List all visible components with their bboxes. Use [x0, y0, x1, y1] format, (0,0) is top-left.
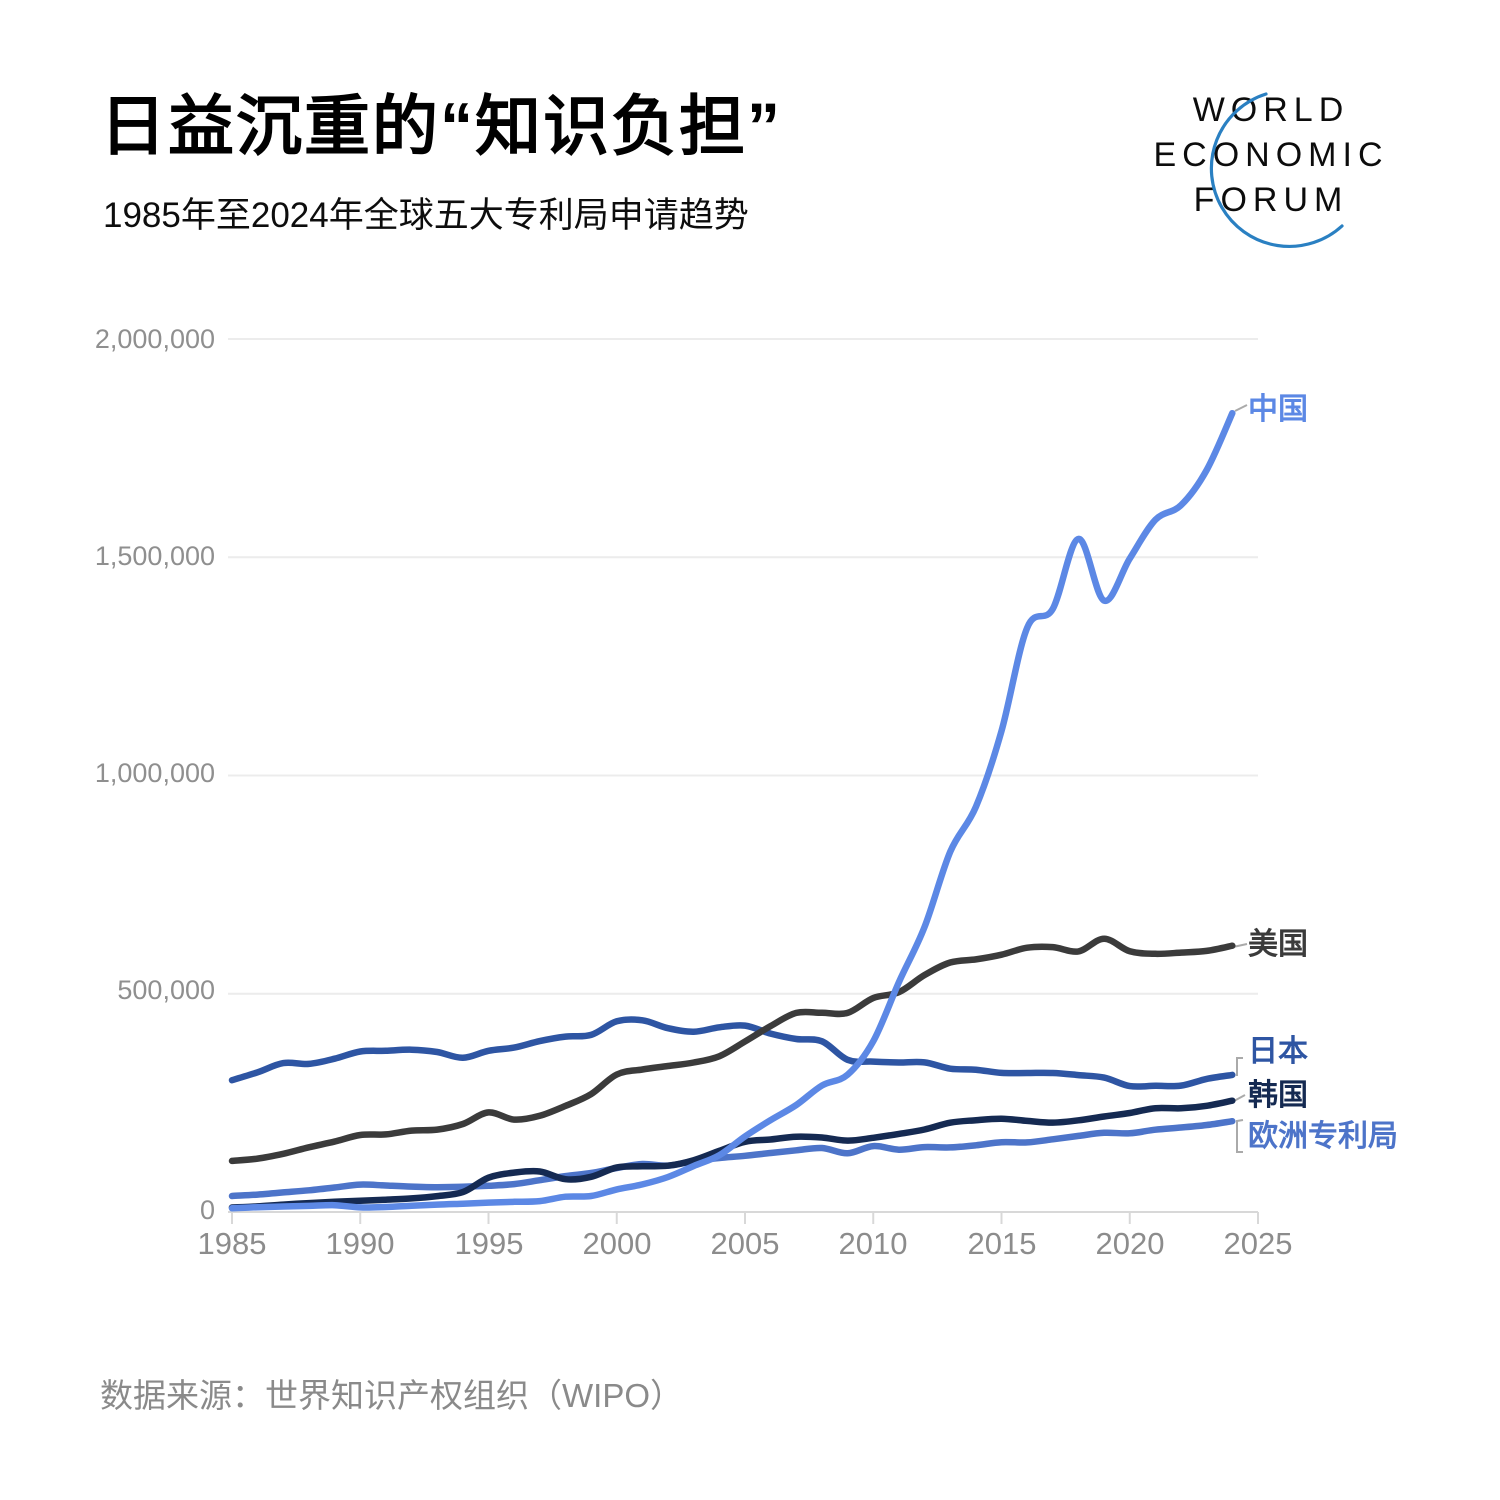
y-axis-label-0: 0 [199, 1195, 215, 1225]
series-line-中国 [228, 409, 1236, 1212]
y-axis-label-1500000: 1,500,000 [94, 541, 215, 571]
series-label-korea: 韩国 [1248, 1079, 1308, 1112]
series-line-欧洲专利局 [228, 1117, 1236, 1200]
leader-japan [1236, 1057, 1243, 1076]
series-line-日本 [228, 1016, 1236, 1090]
leader-korea [1233, 1094, 1246, 1102]
leader-epo [1236, 1119, 1244, 1153]
x-axis-label-2015: 2015 [967, 1226, 1037, 1261]
x-axis-label-2025: 2025 [1223, 1226, 1293, 1261]
leader-china [1234, 404, 1248, 412]
x-axis-label-1990: 1990 [325, 1226, 395, 1261]
y-axis-label-2000000: 2,000,000 [94, 324, 215, 354]
series-line-美国 [228, 935, 1236, 1165]
series-label-usa: 美国 [1248, 928, 1308, 961]
x-axis-label-2010: 2010 [838, 1226, 908, 1261]
series-label-epo: 欧洲专利局 [1248, 1120, 1398, 1153]
y-axis-label-1000000: 1,000,000 [94, 758, 215, 788]
series-label-china: 中国 [1248, 393, 1308, 426]
data-source-note: 数据来源：世界知识产权组织（WIPO） [100, 1377, 683, 1414]
x-axis-label-2005: 2005 [710, 1226, 780, 1261]
series-label-japan: 日本 [1248, 1035, 1308, 1068]
page-title: 日益沉重的“知识负担” [100, 89, 782, 163]
x-axis-label-2000: 2000 [582, 1226, 652, 1261]
page-subtitle: 1985年至2024年全球五大专利局申请趋势 [103, 196, 749, 235]
y-axis-label-500000: 500,000 [117, 975, 215, 1005]
x-axis-label-1995: 1995 [454, 1226, 524, 1261]
x-axis-label-2020: 2020 [1095, 1226, 1165, 1261]
x-axis-label-1985: 1985 [197, 1226, 267, 1261]
